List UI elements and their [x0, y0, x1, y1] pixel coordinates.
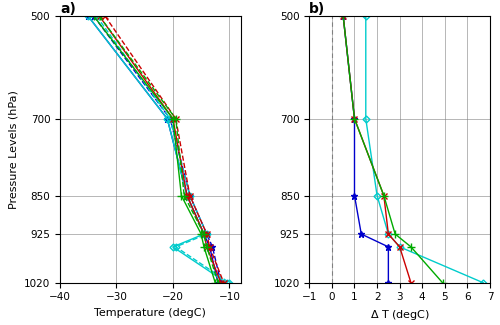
Text: b): b): [310, 2, 326, 16]
Text: a): a): [60, 2, 76, 16]
X-axis label: $\Delta$ T (degC): $\Delta$ T (degC): [370, 308, 430, 322]
Y-axis label: Pressure Levels (hPa): Pressure Levels (hPa): [8, 90, 18, 209]
X-axis label: Temperature (degC): Temperature (degC): [94, 308, 206, 318]
